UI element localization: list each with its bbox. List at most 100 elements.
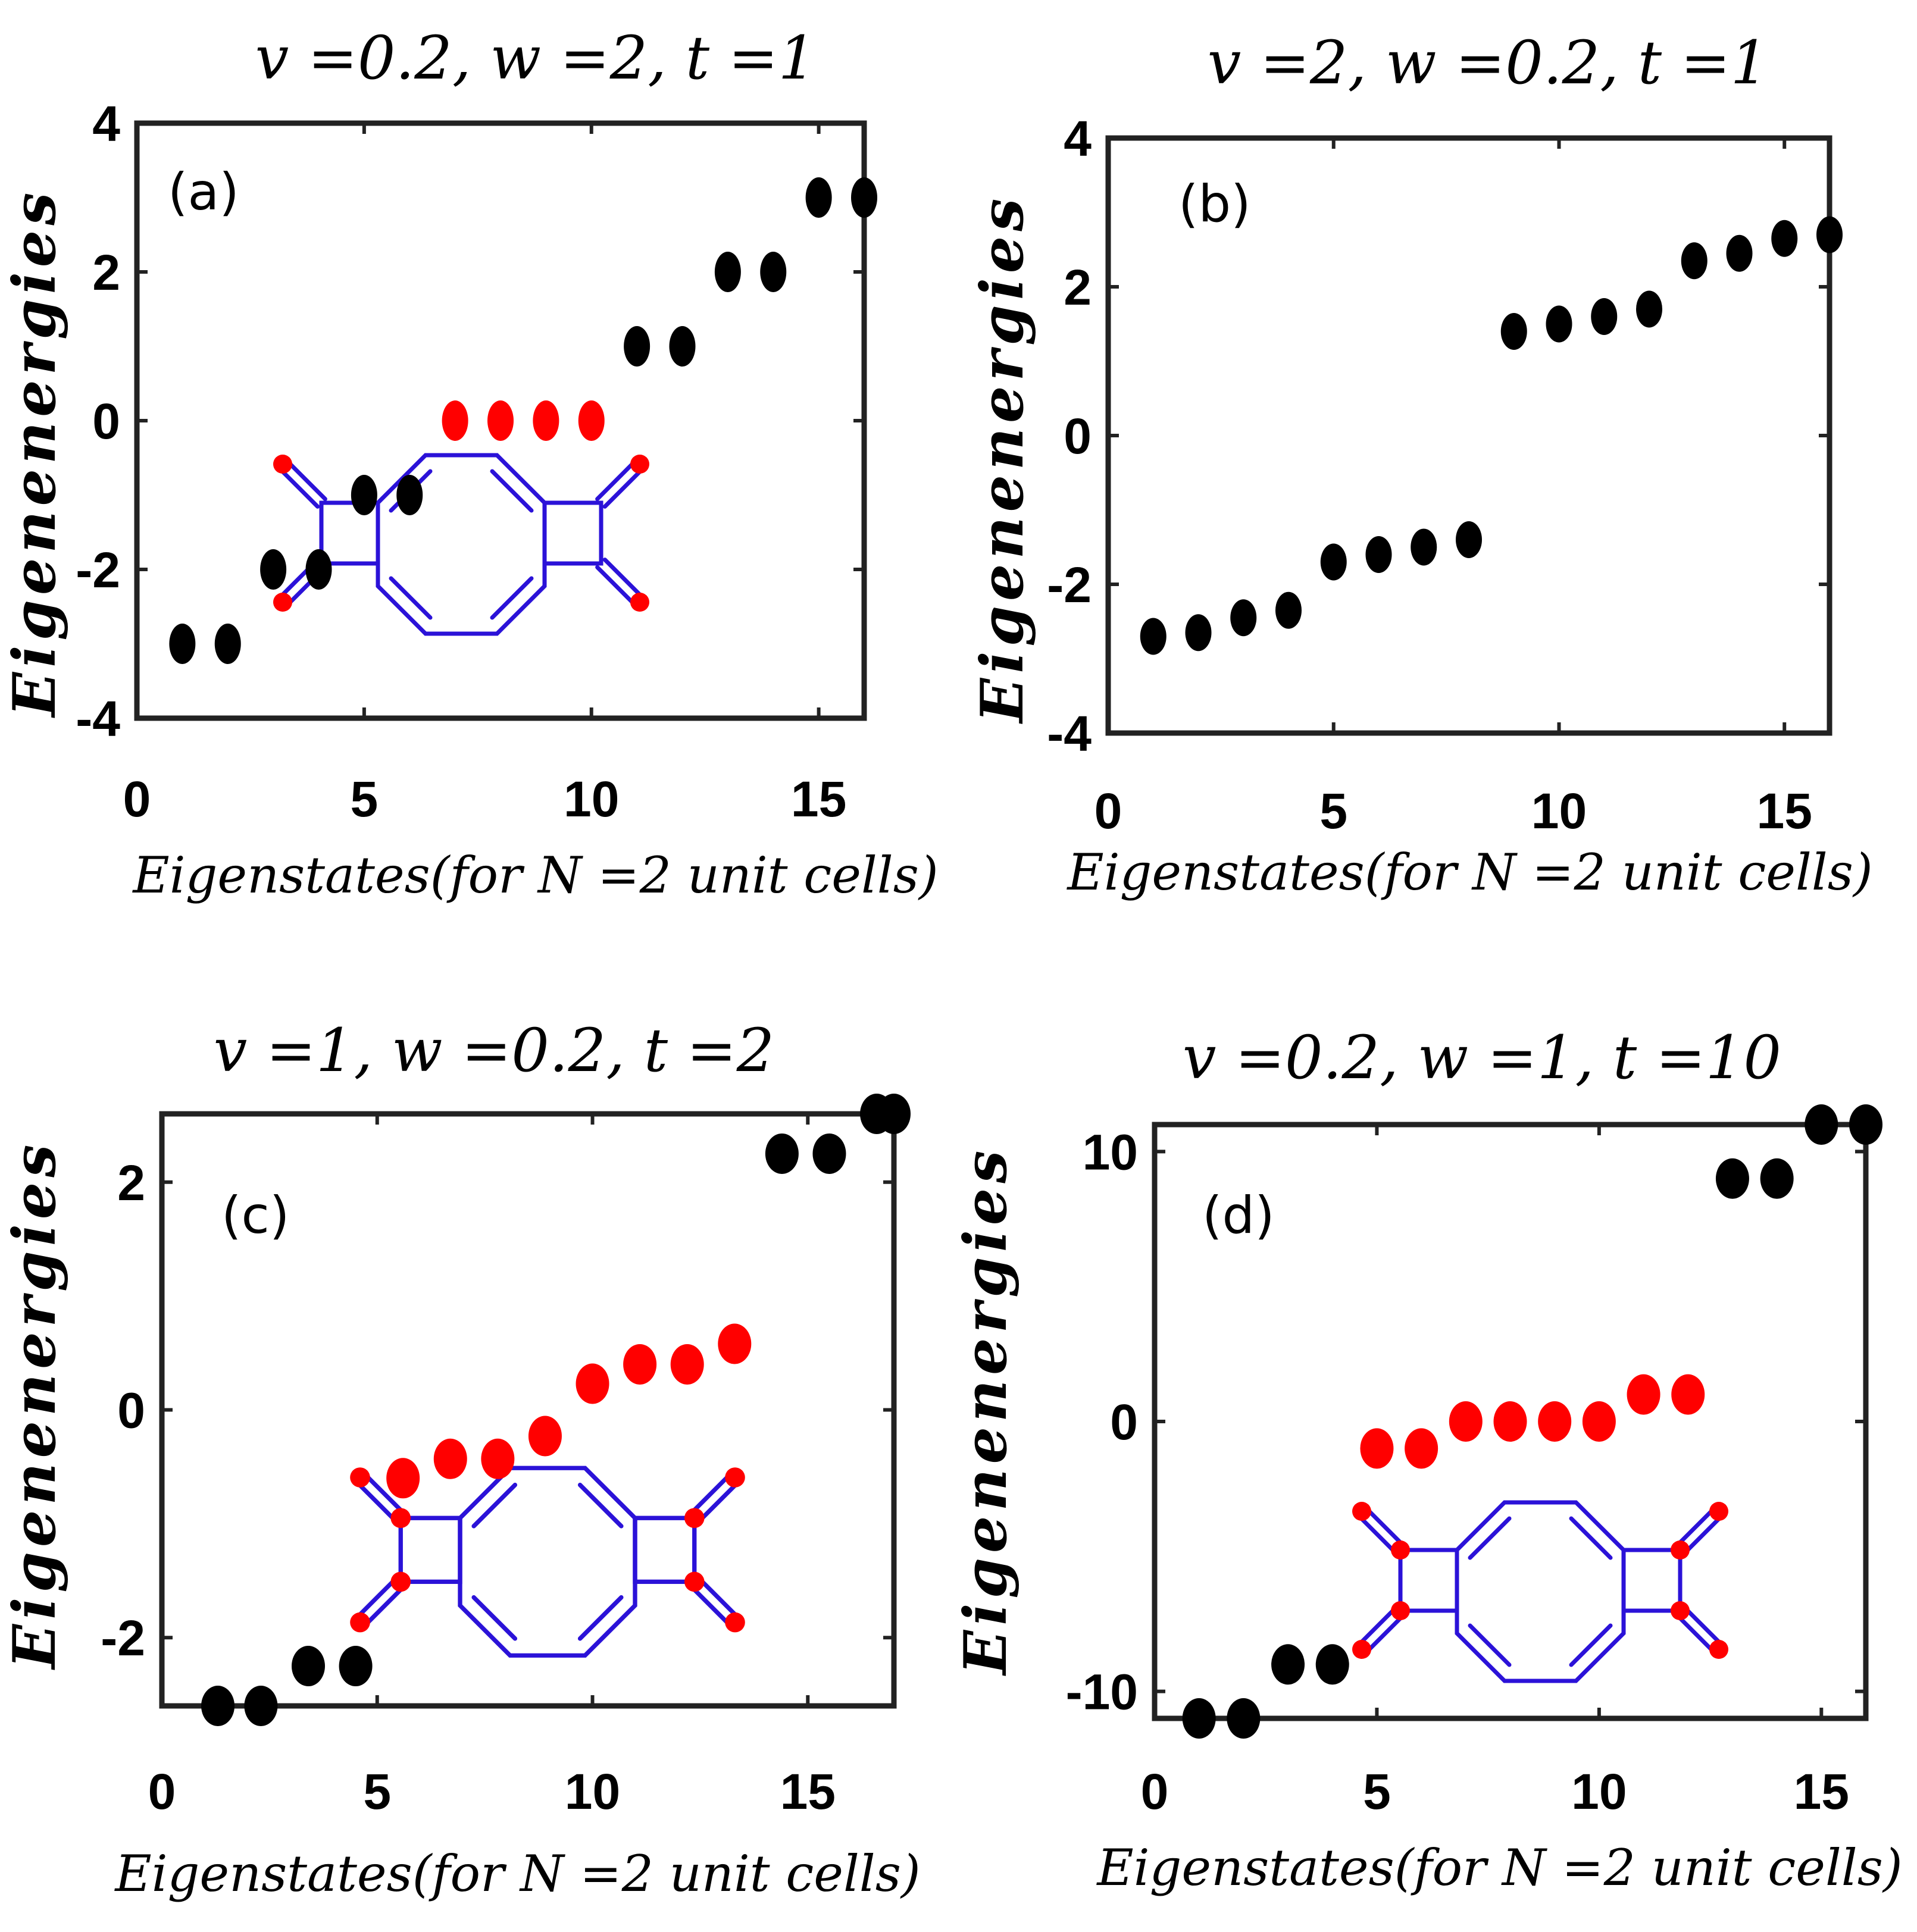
panel-a-point-3	[260, 549, 287, 590]
panel-a-right-square	[542, 500, 603, 566]
panel-d-point-2	[1227, 1698, 1261, 1739]
panel-c-point-5	[386, 1458, 420, 1499]
panel-d-point-12	[1671, 1374, 1705, 1415]
panel-d-ytick-label: -10	[1066, 1664, 1138, 1720]
panel-c-corner-site-3	[684, 1508, 705, 1529]
panel-d: v =0.2, w =1, t =100 5 10 15100-10Eigenstat…	[952, 1023, 1903, 1897]
panel-d-terminal-bond-2	[1363, 1612, 1406, 1655]
panel-d-point-15	[1805, 1104, 1838, 1145]
panel-d-xtick-label: 0	[1141, 1764, 1169, 1820]
panel-b-ytick-label: 2	[1064, 259, 1092, 315]
panel-b-label: (b)	[1178, 174, 1251, 234]
panel-b-ytick-label: 0	[1064, 408, 1092, 464]
panel-a-point-5	[351, 475, 377, 515]
panel-c-terminal-site-3	[725, 1467, 745, 1488]
panel-d-point-6	[1405, 1428, 1438, 1469]
panel-a-terminal-site-3	[630, 455, 649, 474]
panel-c-ytick-label: 2	[117, 1155, 145, 1211]
panel-c-point-7	[481, 1438, 515, 1479]
panel-c-point-8	[528, 1416, 562, 1457]
panel-b-xlabel: Eigenstates(for N =2 unit cells)	[1066, 843, 1872, 901]
panel-b-xtick-label: 5	[1319, 783, 1347, 839]
panel-b-point-15	[1771, 220, 1798, 257]
panel-d-inner-bond	[1569, 1516, 1613, 1560]
panel-a-xtick-label: 0	[123, 771, 151, 827]
panel-b-point-2	[1185, 614, 1212, 652]
panel-d-point-4	[1315, 1644, 1349, 1685]
panel-c-point-11	[670, 1344, 704, 1385]
panel-a-inner-bond	[389, 576, 433, 620]
panel-d-point-10	[1582, 1401, 1616, 1442]
panel-c-terminal-bond-2	[362, 1583, 407, 1629]
panel-a-terminal-bond-1	[277, 465, 320, 509]
panel-d-ytick-label: 0	[1110, 1394, 1138, 1450]
panel-b-title: v =2, w =0.2, t =1	[1208, 28, 1768, 98]
panel-c-inner-bond	[471, 1595, 518, 1641]
panel-d-corner-site-2	[1391, 1601, 1410, 1620]
panel-c-right-square	[633, 1515, 697, 1585]
panel-b: v =2, w =0.2, t =1 0 5 10 15 4 2 0 -2 -4 Eigenstat…	[968, 28, 1873, 901]
panel-a-point-9	[533, 400, 559, 441]
panel-d-terminal-bond-4	[1681, 1605, 1725, 1648]
panel-b-point-9	[1500, 313, 1527, 350]
panel-c-ylabel: Eigenenergies	[1, 1140, 69, 1671]
panel-c-title: v =1, w =0.2, t =2	[214, 1016, 774, 1085]
panel-c-octagon-ring	[458, 1466, 637, 1658]
panel-c-terminal-bond-2	[354, 1575, 399, 1621]
panel-d-terminal-site-2	[1352, 1640, 1371, 1659]
panel-a-xlabel: Eigenstates(for N =2 unit cells)	[132, 846, 938, 904]
panel-a-title: v =0.2, w =2, t =1	[255, 23, 816, 93]
panel-d-point-5	[1360, 1428, 1394, 1469]
panel-d-xtick-label: 15	[1794, 1764, 1849, 1820]
panel-a-xtick-label: 10	[564, 771, 619, 827]
panel-a-ytick-label: 4	[92, 96, 120, 152]
panel-c-point-9	[576, 1363, 609, 1404]
panel-c-point-13	[765, 1133, 799, 1174]
panel-a-label: (a)	[168, 162, 239, 222]
panel-d-terminal-bond-1	[1363, 1505, 1406, 1549]
panel-b-point-5	[1320, 543, 1347, 581]
panel-d-terminal-site-4	[1709, 1640, 1728, 1659]
panel-a-point-10	[578, 400, 605, 441]
panel-b-point-13	[1681, 242, 1708, 280]
panel-a-point-15	[805, 177, 832, 218]
panel-c-xlabel: Eigenstates(for N =2 unit cells)	[114, 1845, 920, 1903]
panel-a-point-7	[442, 400, 468, 441]
panel-b-point-4	[1275, 591, 1302, 629]
panel-d-corner-site-1	[1391, 1540, 1410, 1560]
panel-c-corner-site-4	[684, 1571, 705, 1592]
panel-a-point-12	[669, 326, 696, 367]
panel-a-point-11	[624, 326, 651, 367]
panel-b-point-14	[1726, 234, 1753, 272]
panel-a-terminal-bond-1	[284, 458, 327, 502]
panel-a-xtick-label: 15	[791, 771, 846, 827]
panel-c-point-6	[433, 1438, 467, 1479]
panel-b-ytick-label: 4	[1064, 111, 1092, 167]
panel-d-left-square	[1398, 1548, 1459, 1613]
panel-a-point-14	[760, 252, 787, 292]
panel-c-label: (c)	[221, 1186, 289, 1245]
panel-c-xtick-label: 0	[148, 1764, 176, 1820]
panel-c-left-square	[398, 1515, 462, 1585]
panel-b-point-7	[1411, 528, 1437, 566]
panel-b-xtick-label: 0	[1094, 783, 1122, 839]
panel-d-inner-bond	[1569, 1623, 1613, 1667]
panel-d-point-8	[1493, 1401, 1527, 1442]
panel-a-terminal-bond-3	[595, 458, 639, 502]
panel-a-inner-bond	[490, 469, 534, 513]
panel-d-inner-bond	[1468, 1623, 1512, 1667]
panel-d-terminal-site-1	[1352, 1502, 1371, 1521]
panel-d-ytick-label: 10	[1083, 1124, 1138, 1180]
panel-a-xtick-label: 5	[351, 771, 379, 827]
panel-c: v =1, w =0.2, t =20 5 10 1520-2Eigenstates(…	[1, 1016, 921, 1903]
panel-d-terminal-bond-3	[1681, 1513, 1725, 1556]
panel-a-ytick-label: 0	[92, 393, 120, 449]
panel-d-xtick-label: 5	[1363, 1764, 1391, 1820]
panel-a-ytick-label: 2	[92, 245, 120, 300]
panel-d-point-13	[1715, 1158, 1749, 1199]
panel-c-point-3	[292, 1646, 325, 1687]
panel-a-terminal-site-2	[273, 593, 292, 612]
panel-d-title: v =0.2, w =1, t =10	[1183, 1023, 1781, 1092]
panel-a-terminal-site-4	[630, 593, 649, 612]
panel-b-point-6	[1365, 536, 1392, 573]
